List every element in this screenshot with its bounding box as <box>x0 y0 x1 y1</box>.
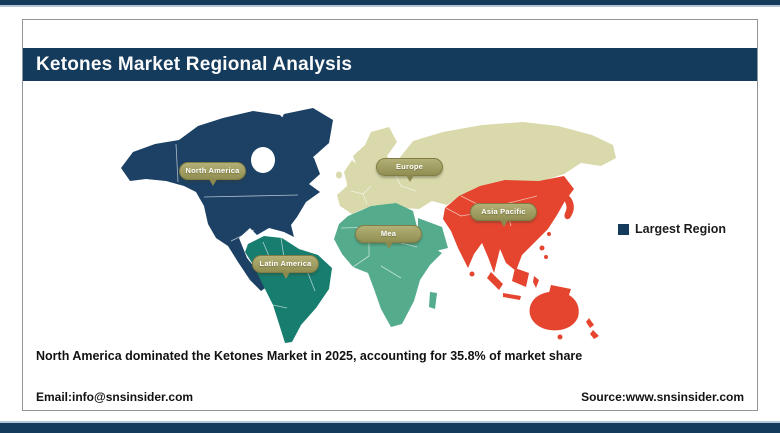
legend: Largest Region <box>618 222 726 236</box>
summary-text: North America dominated the Ketones Mark… <box>36 349 583 363</box>
top-accent-line <box>0 5 780 7</box>
top-bar <box>0 0 780 5</box>
hudson-bay-cutout <box>251 147 275 173</box>
callout-latin-america: Latin America <box>252 255 319 273</box>
footer-source: Source:www.snsinsider.com <box>581 390 744 404</box>
legend-swatch <box>618 223 629 235</box>
region-mea <box>334 203 448 327</box>
callout-asia-pacific: Asia Pacific <box>470 203 537 221</box>
region-asia-pacific <box>443 176 599 340</box>
callout-europe: Europe <box>376 158 443 176</box>
infographic-panel: Ketones Market Regional Analysis <box>22 19 758 411</box>
region-europe <box>336 122 616 215</box>
callout-north-america: North America <box>179 162 246 180</box>
region-latin-america <box>245 236 332 343</box>
world-map-svg <box>121 108 616 343</box>
footer-email: Email:info@snsinsider.com <box>36 390 194 404</box>
bottom-bar <box>0 423 780 433</box>
world-map <box>101 96 621 346</box>
legend-label: Largest Region <box>635 222 726 236</box>
callout-mea: Mea <box>355 225 422 243</box>
title-bar: Ketones Market Regional Analysis <box>23 48 757 81</box>
bottom-accent-line <box>0 421 780 423</box>
page-title: Ketones Market Regional Analysis <box>36 53 353 75</box>
